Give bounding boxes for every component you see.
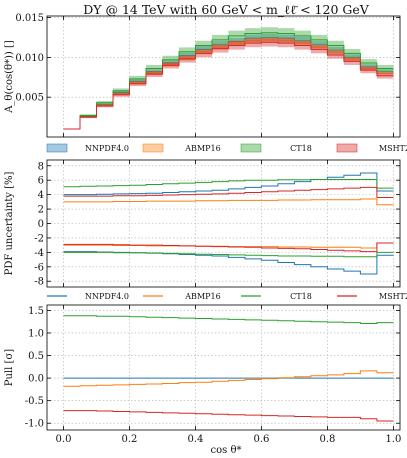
series-line-CT18 <box>63 315 394 324</box>
y-tick-label: 0.015 <box>15 13 44 24</box>
y-tick-label: 2 <box>38 205 44 216</box>
y-axis-label: Pull [σ] <box>4 349 15 386</box>
series-line-MSHT20 <box>63 410 394 422</box>
panel-top: 0.005 0.010 0.015 A_θ(cos(θ*)) [] NNPDF4.0 AB… <box>4 13 407 153</box>
series-lower-CT18 <box>63 251 394 258</box>
series-line-ABMP16 <box>63 370 394 387</box>
plot-layer: 0.005 0.010 0.015 A_θ(cos(θ*)) [] NNPDF4.0 AB… <box>4 13 407 445</box>
series-upper-CT18 <box>63 179 394 189</box>
legend-label-MSHT20: MSHT20 <box>379 292 407 301</box>
legend-label-ABMP16: ABMP16 <box>184 292 220 301</box>
panel-middle: -8 -6 -4 -2 0 2 4 6 8 PDF uncertainty [%] NNPDF4.0… <box>4 159 407 301</box>
chart-title: DY @ 14 TeV with 60 GeV < m_ℓℓ̄ < 120 Ge… <box>83 2 370 17</box>
x-tick-label: 0.8 <box>319 434 335 445</box>
legend-label-CT18: CT18 <box>290 292 312 301</box>
legend-swatch-MSHT20 <box>336 143 358 153</box>
x-tick-label: 0.4 <box>188 434 204 445</box>
legend-label-NNPDF4.0: NNPDF4.0 <box>85 144 129 153</box>
y-tick-label: -0.5 <box>25 396 44 407</box>
x-axis-label: cos θ* <box>211 445 242 456</box>
y-tick-label: 8 <box>38 161 44 172</box>
y-tick-label: 0.005 <box>15 93 44 104</box>
y-tick-label: -1.0 <box>25 419 44 430</box>
legend-swatch-NNPDF4.0 <box>46 143 68 153</box>
legend-label-NNPDF4.0: NNPDF4.0 <box>85 292 129 301</box>
y-tick-label: 0.0 <box>28 374 44 385</box>
series-upper-ABMP16 <box>63 198 394 206</box>
axes-frame <box>46 15 401 138</box>
y-axis-label: PDF uncertainty [%] <box>4 172 15 276</box>
y-axis-label: A_θ(cos(θ*)) [] <box>4 40 15 114</box>
y-tick-label: -6 <box>34 262 44 273</box>
y-tick-label: 4 <box>38 190 44 201</box>
y-tick-label: -8 <box>34 277 44 288</box>
y-tick-label: 0.010 <box>15 53 44 64</box>
y-tick-label: -4 <box>34 248 44 259</box>
axes-frame <box>46 304 401 431</box>
x-tick-label: 0.2 <box>122 434 138 445</box>
series-upper-NNPDF4.0 <box>63 172 394 196</box>
y-tick-label: 1.0 <box>28 328 44 339</box>
x-tick-label: 1.0 <box>385 434 401 445</box>
legend-swatch-ABMP16 <box>142 143 164 153</box>
legend-label-MSHT20: MSHT20 <box>379 144 407 153</box>
series-line-CT18 <box>63 32 394 130</box>
legend-swatch-CT18 <box>240 143 262 153</box>
y-tick-label: 1.5 <box>28 306 44 317</box>
legend-label-ABMP16: ABMP16 <box>184 144 220 153</box>
series-upper-MSHT20 <box>63 186 394 198</box>
x-tick-label: 0.6 <box>253 434 269 445</box>
series-lower-MSHT20 <box>63 242 394 253</box>
panel-bottom: -1.0 -0.5 0.0 0.5 1.0 1.5 0.0 0.2 0.4 0.6 0.8 1.0 Pu… <box>4 304 401 445</box>
x-tick-label: 0.0 <box>56 434 72 445</box>
y-tick-label: 6 <box>38 176 44 187</box>
y-tick-label: 0.5 <box>28 351 44 362</box>
y-tick-label: 0 <box>38 219 44 230</box>
series-line-MSHT20 <box>63 41 394 130</box>
legend-label-CT18: CT18 <box>290 144 312 153</box>
y-tick-label: -2 <box>34 233 44 244</box>
